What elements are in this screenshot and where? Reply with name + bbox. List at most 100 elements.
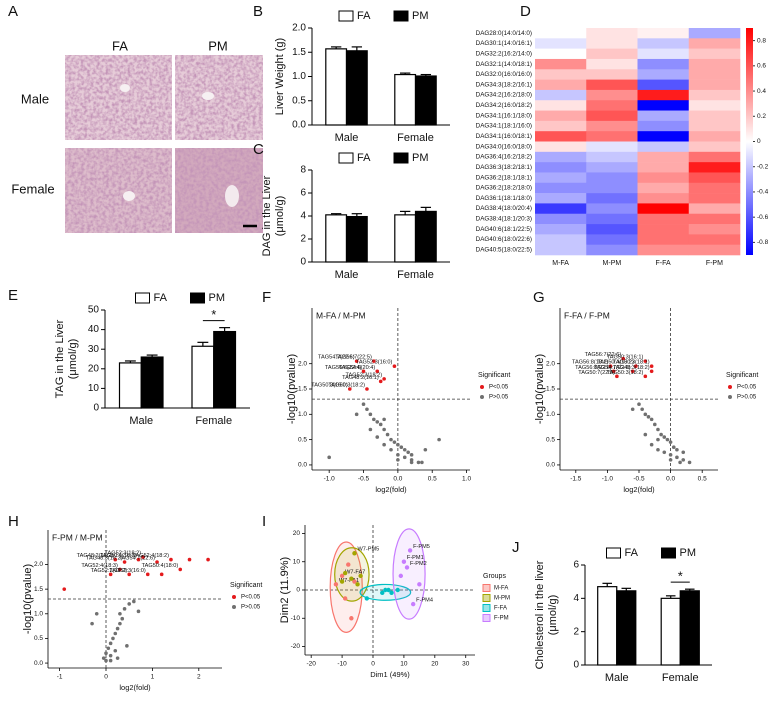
x-tick-label: 0 <box>104 674 108 681</box>
heat-cell <box>535 234 587 245</box>
legend-label: FA <box>154 292 168 304</box>
point-label: TAG54:6(20:4) <box>339 365 376 371</box>
point <box>187 557 192 562</box>
point <box>104 651 108 656</box>
heat-cell <box>535 69 587 80</box>
legend-label: FA <box>625 547 639 559</box>
legend-swatch <box>135 292 150 304</box>
colorbar-label: -0.8 <box>757 239 769 246</box>
row-label: DAG38:4(18:1/20:3) <box>476 216 532 223</box>
y-tick-label: 4 <box>573 593 579 604</box>
heat-cell <box>586 151 638 163</box>
heat-cell <box>535 162 587 173</box>
x-tick-label: 0.0 <box>666 476 675 483</box>
y-tick-label: 1.5 <box>298 386 307 393</box>
point-label: TAG56:6(22:4) <box>325 365 362 371</box>
colorbar-label: 0.8 <box>757 37 766 44</box>
y-axis-label: Dim2 (11.9%) <box>279 557 291 623</box>
point <box>643 374 648 379</box>
y-axis-label: (μmol/g) <box>547 595 559 636</box>
x-tick-label: -0.5 <box>358 476 370 483</box>
heat-cell <box>586 28 638 39</box>
heat-cell <box>586 58 638 70</box>
error-bar <box>330 46 342 49</box>
point <box>94 611 99 616</box>
point <box>349 576 354 581</box>
row-label: DAG40:6(18:0/22:6) <box>476 236 532 243</box>
point-label: TAG52:3(16:0) <box>109 568 146 574</box>
legend-title: Significant <box>726 372 758 379</box>
point-label: TAG56:7(22:5) <box>335 355 372 361</box>
point <box>649 442 654 447</box>
row-label: DAG34:3(18:2/16:1) <box>476 81 532 88</box>
colorbar-label: -0.2 <box>757 163 769 170</box>
heat-cell <box>637 69 690 80</box>
vessel <box>120 84 130 92</box>
point <box>634 364 638 369</box>
point <box>159 572 164 577</box>
x-axis-label: log2(fold) <box>375 485 407 494</box>
y-tick-label: 0.0 <box>34 660 43 667</box>
heat-cell <box>586 193 638 204</box>
bar <box>325 214 348 263</box>
point <box>389 447 393 452</box>
row-label: DAG36:4(16:2/18:2) <box>476 154 532 161</box>
x-tick-label: Male <box>129 415 153 427</box>
point <box>113 557 118 562</box>
point <box>339 573 345 579</box>
colorbar <box>746 28 753 255</box>
point-label: TAG52:3(16:0) <box>356 360 393 366</box>
heat-cell <box>586 224 638 235</box>
heat-cell <box>688 141 741 153</box>
y-tick-label: 1.0 <box>546 411 555 418</box>
point-label: F-PM2 <box>410 561 427 567</box>
point <box>417 582 422 587</box>
column-label: M-FA <box>552 260 569 267</box>
x-tick-label: Male <box>335 269 359 281</box>
point-label: TAG48:3(18:2) <box>86 556 123 562</box>
column-label: F-PM <box>706 260 723 267</box>
point <box>339 579 345 584</box>
heat-cell <box>535 131 587 142</box>
heat-cell <box>637 193 690 204</box>
y-tick-label: 2.0 <box>298 360 307 367</box>
heat-cell <box>688 69 741 80</box>
row-label: DAG36:2(18:2/18:0) <box>476 185 532 192</box>
colorbar-label: -0.4 <box>757 189 769 196</box>
panel-label: B <box>253 3 263 20</box>
point <box>178 567 183 572</box>
heat-cell <box>688 38 741 49</box>
row-label: DAG32:0(16:0/16:0) <box>476 71 532 78</box>
point <box>611 369 616 374</box>
heat-cell <box>586 89 638 101</box>
chart-title: F-FA / F-PM <box>564 310 610 320</box>
bar <box>213 330 237 409</box>
heat-cell <box>586 203 638 215</box>
column-label: PM <box>208 38 228 53</box>
point <box>136 609 141 614</box>
point <box>136 557 141 562</box>
point-label: TAG56:7(22:6) <box>585 352 622 358</box>
tissue-texture <box>65 148 172 233</box>
panel-label: H <box>8 513 19 530</box>
point <box>621 356 625 361</box>
row-label: DAG34:1(16:1/18:0) <box>476 112 532 119</box>
legend-label: P>0.05 <box>737 395 757 401</box>
point <box>354 412 359 417</box>
point <box>656 437 660 442</box>
point-label: TAG52:3(18:2) <box>105 551 142 557</box>
heat-cell <box>586 110 638 122</box>
point-label: TAG50:7(22:5) <box>578 370 615 376</box>
point-label: TAG54:7(22:6) <box>118 556 155 562</box>
error-bar <box>665 595 676 599</box>
point <box>120 616 125 621</box>
colorbar-label: 0.2 <box>757 113 766 120</box>
point <box>108 658 113 663</box>
y-tick-label: 1.0 <box>34 611 43 618</box>
bar <box>597 586 618 666</box>
y-axis-label: (μmol/g) <box>67 339 79 380</box>
point <box>409 458 414 462</box>
row-label: Female <box>11 181 54 196</box>
error-bar <box>420 73 432 77</box>
row-label: DAG40:6(18:1/22:5) <box>476 226 532 233</box>
